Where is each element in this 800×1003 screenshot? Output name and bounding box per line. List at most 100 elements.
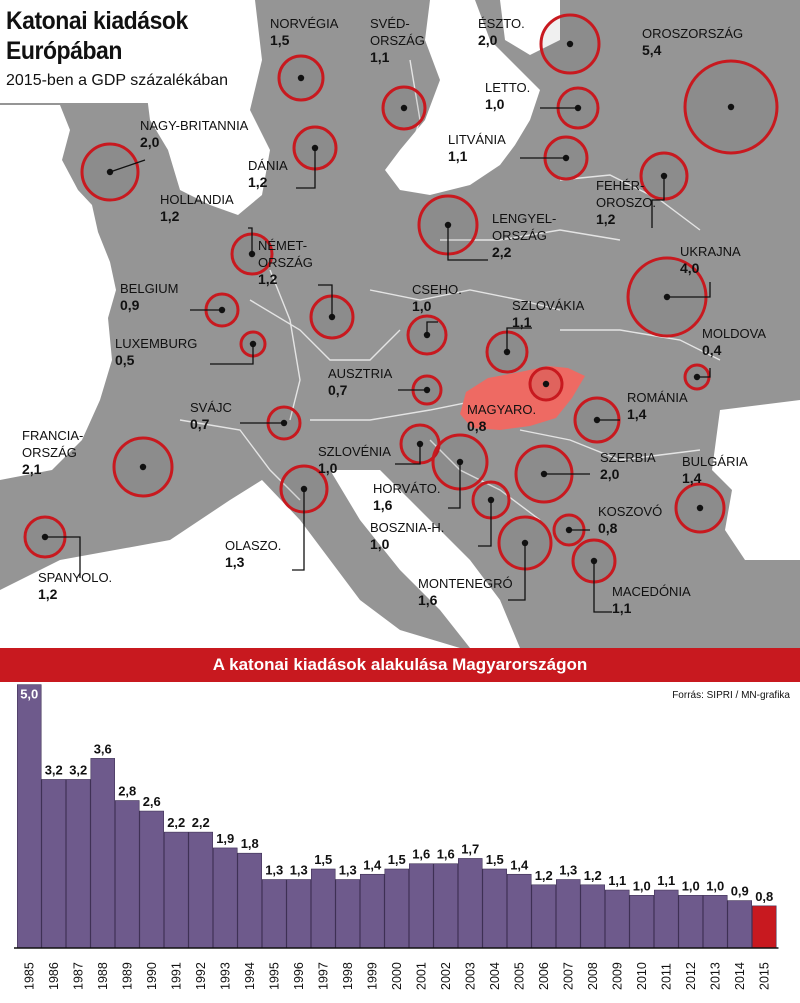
source-note: Forrás: SIPRI / MN-grafika — [672, 690, 790, 701]
value-label-1987: 3,2 — [69, 762, 87, 777]
country-marker-francia-orszag — [112, 436, 174, 498]
year-label-1990: 1990 — [145, 962, 159, 990]
value-label-1994: 1,8 — [241, 836, 259, 851]
value-label-2005: 1,4 — [510, 857, 529, 872]
year-label-1986: 1986 — [47, 962, 61, 990]
label-spanyolo: SPANYOLO.1,2 — [38, 570, 112, 602]
country-marker-eszto — [539, 13, 601, 75]
country-name: LUXEMBURG — [115, 336, 197, 351]
country-dot — [542, 380, 550, 388]
country-name: SZLOVÉNIA — [318, 444, 391, 459]
value-label-2013: 1,0 — [706, 878, 724, 893]
year-label-1993: 1993 — [218, 962, 232, 990]
value-label-2011: 1,1 — [657, 873, 675, 888]
country-value: 1,5 — [270, 32, 290, 48]
country-value: 1,0 — [412, 298, 432, 314]
value-label-1985: 5,0 — [20, 687, 38, 702]
year-label-2003: 2003 — [463, 962, 477, 990]
country-value: 1,2 — [596, 211, 616, 227]
bar-1994 — [237, 852, 263, 949]
bar-2002 — [433, 863, 458, 949]
bar-2015 — [751, 905, 777, 949]
country-name: SPANYOLO. — [38, 570, 112, 585]
country-name: AUSZTRIA — [328, 366, 393, 381]
title-box: Katonai kiadások Európában 2015-ben a GD… — [0, 0, 248, 103]
year-label-2015: 2015 — [757, 962, 771, 990]
value-label-2002: 1,6 — [437, 847, 455, 862]
label-horvato: HORVÁTO.1,6 — [373, 481, 440, 513]
leader-line — [697, 368, 711, 378]
bar-2014 — [727, 900, 752, 949]
value-label-2008: 1,2 — [584, 868, 602, 883]
country-name: NÉMET- — [258, 238, 307, 253]
gulf-of-bothnia — [500, 0, 560, 55]
country-value: 0,9 — [120, 297, 140, 313]
year-label-1994: 1994 — [243, 962, 257, 990]
year-label-2011: 2011 — [659, 963, 673, 990]
value-label-1999: 1,4 — [363, 857, 382, 872]
value-label-2009: 1,1 — [608, 873, 626, 888]
mediterranean-sea — [0, 480, 460, 648]
bar-1998 — [335, 879, 360, 949]
country-name: NORVÉGIA — [270, 16, 339, 31]
bar-2001 — [408, 863, 434, 949]
country-dot — [727, 103, 735, 111]
bar-2011 — [653, 889, 679, 949]
value-label-2001: 1,6 — [412, 847, 430, 862]
year-label-2013: 2013 — [708, 962, 722, 990]
leader-line — [667, 282, 711, 298]
value-label-2015: 0,8 — [755, 889, 773, 904]
country-name: NAGY-BRITANNIA — [140, 118, 249, 133]
leader-line — [318, 284, 333, 317]
bar-2003 — [457, 858, 483, 949]
year-label-1991: 1991 — [169, 962, 183, 990]
country-name: SVÁJC — [190, 400, 232, 415]
year-label-1988: 1988 — [96, 962, 110, 990]
country-value: 2,0 — [600, 466, 620, 482]
year-label-1989: 1989 — [120, 962, 134, 990]
atlantic-sea — [0, 105, 116, 480]
country-value: 1,3 — [225, 554, 245, 570]
year-label-2007: 2007 — [561, 962, 575, 990]
leader-line — [447, 225, 488, 261]
country-value: 1,2 — [160, 208, 180, 224]
value-label-1992: 2,2 — [192, 815, 210, 830]
black-sea — [712, 400, 800, 560]
country-name: MONTENEGRÓ — [418, 576, 513, 591]
value-label-1993: 1,9 — [216, 831, 234, 846]
bar-section-title: A katonai kiadások alakulása Magyarorszá… — [0, 648, 800, 682]
country-value: 1,0 — [485, 96, 505, 112]
year-label-2010: 2010 — [635, 962, 649, 990]
value-label-2000: 1,5 — [388, 852, 406, 867]
country-value: 0,7 — [190, 416, 210, 432]
country-name: LITVÁNIA — [448, 132, 506, 147]
country-name: SVÉD- — [370, 16, 410, 31]
country-value: 1,4 — [627, 406, 647, 422]
country-value: 1,1 — [512, 314, 532, 330]
country-value: 1,1 — [448, 148, 468, 164]
country-name: BULGÁRIA — [682, 454, 748, 469]
bar-1996 — [286, 879, 311, 949]
country-dot — [139, 463, 147, 471]
bar-1997 — [310, 868, 336, 949]
year-label-2006: 2006 — [537, 962, 551, 990]
label-olaszo: OLASZO.1,3 — [225, 538, 281, 570]
country-value: 1,6 — [373, 497, 393, 513]
leader-line — [651, 176, 665, 228]
